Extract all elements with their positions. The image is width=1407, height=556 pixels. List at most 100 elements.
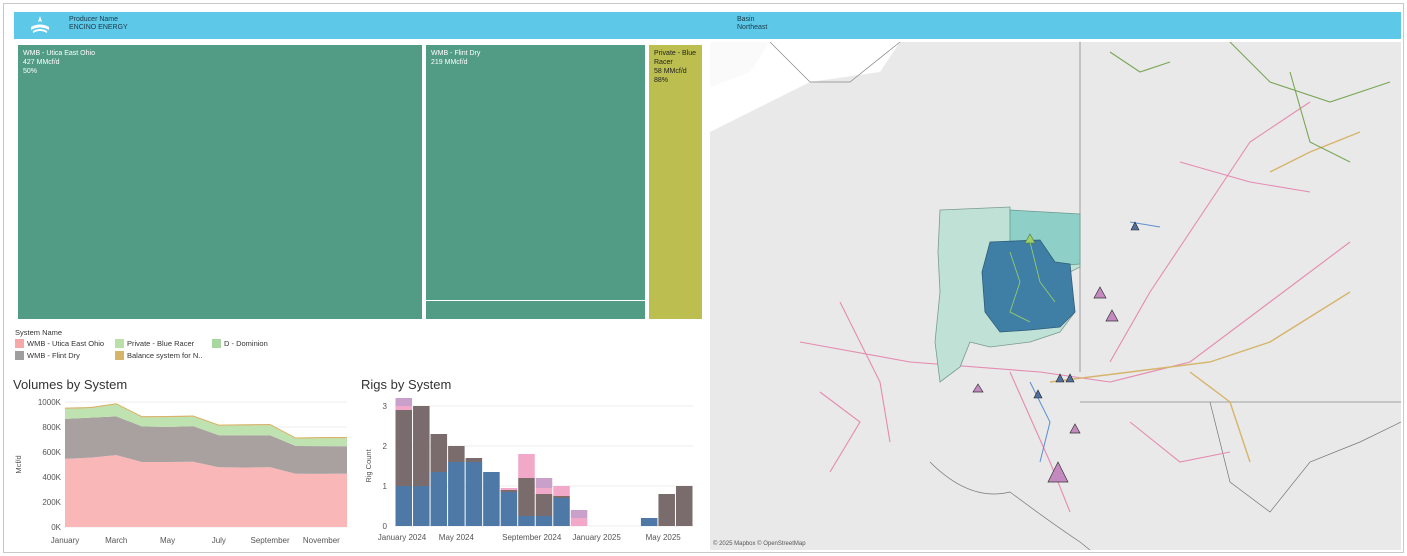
- system-legend: System Name WMB - Utica East Ohio Privat…: [15, 328, 315, 368]
- treemap-cell-pct: 88%: [654, 77, 669, 84]
- treemap-cell-volume: 219 MMcf/d: [431, 59, 468, 66]
- legend-item-utica[interactable]: WMB - Utica East Ohio: [15, 339, 104, 348]
- bar-segment: [553, 486, 570, 496]
- pipelines-green: [1109, 42, 1391, 163]
- treemap-cell-name: Private - Blue Racer: [654, 50, 697, 66]
- bar-segment: [430, 472, 448, 526]
- y-tick-label: 800K: [42, 423, 61, 432]
- bar-segment: [570, 510, 588, 518]
- bar-segment: [535, 478, 553, 488]
- pipeline-map[interactable]: © 2025 Mapbox © OpenStreetMap: [710, 42, 1401, 550]
- treemap-cell-flint[interactable]: WMB - Flint Dry 219 MMcf/d: [426, 45, 645, 300]
- pipelines-gold: [1049, 131, 1361, 463]
- bar-segment: [535, 516, 553, 526]
- legend-swatch: [115, 351, 124, 360]
- bar-segment: [518, 478, 535, 516]
- x-tick-label: May 2024: [439, 533, 475, 542]
- rig-marker-green[interactable]: [1024, 233, 1036, 244]
- y-tick-label: 0: [383, 522, 388, 531]
- treemap-cell-flint-minor[interactable]: [426, 301, 645, 319]
- y-tick-label: 600K: [42, 448, 61, 457]
- bar-segment: [395, 398, 413, 406]
- x-tick-label: September 2024: [502, 533, 562, 542]
- treemap-cell-name: WMB - Utica East Ohio: [23, 50, 95, 57]
- bar-segment: [430, 434, 448, 472]
- rig-markers[interactable]: [972, 286, 1119, 483]
- x-tick-label: July: [212, 536, 226, 545]
- acreage-pipelines: [1009, 241, 1056, 323]
- legend-item-flint[interactable]: WMB - Flint Dry: [15, 351, 80, 360]
- water-border: [769, 42, 901, 83]
- legend-swatch: [212, 339, 221, 348]
- volumes-chart-title: Volumes by System: [13, 377, 128, 392]
- y-tick-label: 200K: [42, 498, 61, 507]
- bar-segment: [500, 490, 518, 492]
- basin-label: Basin: [737, 16, 755, 23]
- legend-title: System Name: [15, 328, 63, 337]
- producer-filter[interactable]: ENCINO ENERGY: [69, 24, 128, 31]
- legend-item-label: D - Dominion: [224, 339, 268, 348]
- bar-segment: [448, 446, 465, 462]
- basin-filter[interactable]: Northeast: [737, 24, 768, 31]
- y-tick-label: 400K: [42, 473, 61, 482]
- map-attribution: © 2025 Mapbox © OpenStreetMap: [713, 541, 806, 547]
- bar-segment: [518, 454, 535, 478]
- legend-item-balance[interactable]: Balance system for N..: [115, 351, 202, 360]
- legend-item-blue-racer[interactable]: Private - Blue Racer: [115, 339, 194, 348]
- legend-item-dominion[interactable]: D - Dominion: [212, 339, 268, 348]
- treemap-cell-volume: 427 MMcf/d: [23, 59, 60, 66]
- bar-segment: [658, 494, 675, 526]
- y-tick-label: 1: [383, 482, 388, 491]
- river-border: [929, 461, 1091, 550]
- bar-segment: [465, 458, 483, 462]
- treemap-cell-volume: 58 MMcf/d: [654, 68, 687, 75]
- bar-segment: [535, 488, 553, 494]
- volumes-chart[interactable]: 0K 200K 400K 600K 800K 1000K Mcf/d January March…: [9, 394, 354, 554]
- pipelines-pink: [799, 101, 1351, 513]
- legend-item-label: WMB - Flint Dry: [27, 351, 80, 360]
- bar-segment: [640, 518, 658, 526]
- y-tick-label: 0K: [51, 523, 61, 532]
- rig-markers-blue[interactable]: [1033, 221, 1140, 399]
- acreage-dark[interactable]: [981, 239, 1076, 333]
- bar-segment: [413, 406, 430, 486]
- bar-segment: [500, 488, 518, 490]
- bar-segment: [395, 410, 413, 486]
- bar-segment: [553, 496, 570, 498]
- bar-segment: [553, 498, 570, 526]
- x-tick-label: September: [251, 536, 290, 545]
- x-tick-label: January 2024: [378, 533, 427, 542]
- x-tick-label: May 2025: [646, 533, 682, 542]
- area-series-0: [65, 455, 347, 527]
- x-tick-label: March: [105, 536, 127, 545]
- y-axis-label: Rig Count: [364, 448, 373, 482]
- legend-swatch: [115, 339, 124, 348]
- state-border-wv: [1209, 401, 1401, 513]
- y-tick-label: 3: [383, 402, 388, 411]
- producer-label: Producer Name: [69, 16, 119, 23]
- legend-swatch: [15, 339, 24, 348]
- bar-segment: [465, 462, 483, 526]
- y-axis-label: Mcf/d: [14, 455, 23, 473]
- legend-swatch: [15, 351, 24, 360]
- lake-erie: [710, 42, 900, 132]
- area-series-1: [65, 416, 347, 474]
- legend-item-label: WMB - Utica East Ohio: [27, 339, 105, 348]
- x-tick-label: January 2025: [572, 533, 621, 542]
- system-treemap: WMB - Utica East Ohio 427 MMcf/d 50% WMB…: [18, 45, 702, 319]
- treemap-cell-utica[interactable]: WMB - Utica East Ohio 427 MMcf/d 50%: [18, 45, 422, 319]
- bar-segment: [518, 516, 535, 526]
- treemap-cell-blue-racer[interactable]: Private - Blue Racer 58 MMcf/d 88%: [649, 45, 702, 319]
- x-tick-label: November: [303, 536, 340, 545]
- lake-shore: [710, 42, 770, 87]
- map-canvas[interactable]: [710, 42, 1401, 550]
- bar-segment: [675, 486, 693, 526]
- area-series-2: [65, 404, 347, 447]
- dashboard-frame: Producer Name ENCINO ENERGY Basin Northe…: [3, 3, 1404, 553]
- y-tick-label: 1000K: [38, 398, 62, 407]
- company-logo-icon: [31, 16, 49, 33]
- bar-segment: [413, 486, 430, 526]
- x-tick-label: January: [51, 536, 79, 545]
- filter-header: Producer Name ENCINO ENERGY Basin Northe…: [14, 12, 1401, 39]
- rigs-chart[interactable]: 0 1 2 3 Rig Count January 2024 May 2024 Septemb…: [359, 394, 704, 554]
